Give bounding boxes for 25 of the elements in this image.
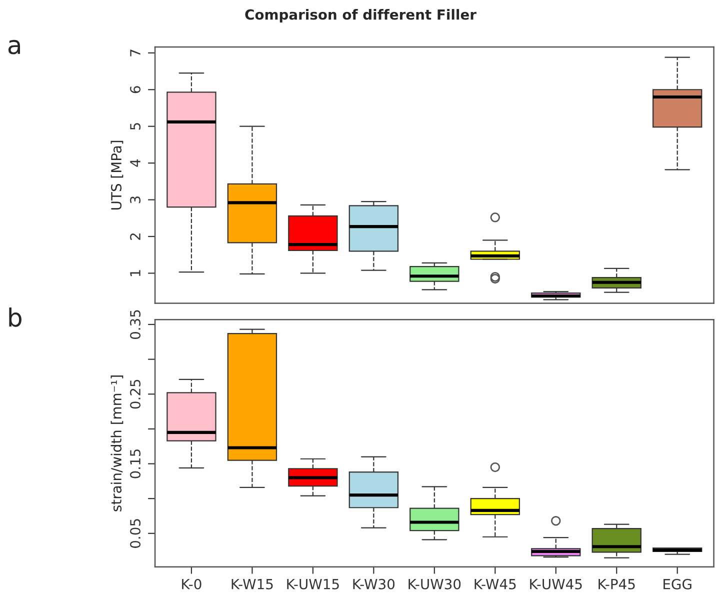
text: a bbox=[8, 40, 20, 54]
y-tick-label: 0.25 bbox=[130, 380, 141, 409]
y-tick-label: 5 bbox=[130, 123, 141, 130]
x-tick-label: K-W30 bbox=[353, 578, 394, 590]
y-tick-label: 2 bbox=[130, 233, 140, 240]
y-tick-label: 7 bbox=[130, 50, 140, 56]
x-tick-label: K-W45 bbox=[474, 579, 516, 590]
text: b bbox=[9, 307, 22, 327]
y-tick-label: 0.15 bbox=[130, 450, 141, 478]
x-tick-label: K-0 bbox=[182, 578, 202, 590]
y-tick-label: 4 bbox=[130, 159, 140, 167]
x-tick-label: K-P45 bbox=[598, 579, 635, 590]
chart-title: Comparison of different Filler bbox=[245, 9, 476, 22]
y-tick-label: 6 bbox=[130, 86, 141, 94]
y-tick-label: 0.35 bbox=[130, 310, 141, 340]
y-tick-label: 0.05 bbox=[130, 519, 141, 548]
y-axis-title: strain/width [mm⁻¹] bbox=[110, 376, 124, 512]
x-tick-label: K-UW15 bbox=[287, 579, 339, 590]
y-tick-label: 3 bbox=[130, 196, 141, 204]
x-tick-label: EGG bbox=[664, 578, 692, 590]
x-tick-label: K-UW30 bbox=[408, 578, 461, 590]
y-axis-title: UTS [MPa] bbox=[110, 140, 124, 210]
y-tick-label: 1 bbox=[130, 270, 140, 276]
x-tick-label: K-W15 bbox=[232, 579, 273, 590]
x-tick-label: K-UW45 bbox=[530, 579, 582, 590]
